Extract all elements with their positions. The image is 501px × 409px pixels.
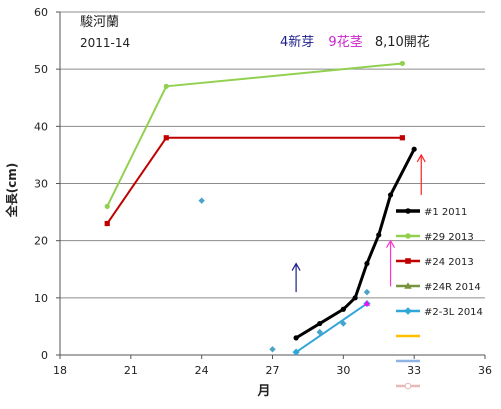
- legend-label-2: #24 2013: [424, 257, 474, 268]
- legend-label-3: #24R 2014: [424, 282, 481, 293]
- x-tick-label-24: 24: [195, 364, 209, 377]
- series-0-point-5: [376, 232, 382, 238]
- y-tick-label-10: 10: [34, 292, 48, 305]
- points-layer: [104, 60, 417, 356]
- y-tick-label-40: 40: [34, 120, 48, 133]
- annotation-new-shoot: 4新芽: [280, 34, 314, 50]
- x-tick-label-18: 18: [53, 364, 67, 377]
- series-1-point-1: [163, 83, 169, 89]
- legend-label-4: #2-3L 2014: [424, 307, 483, 318]
- legend-marker-0: [405, 208, 411, 214]
- event-arrow-head-0: [291, 262, 301, 271]
- series-line-0: [295, 148, 416, 340]
- event-arrow-head-2: [416, 153, 426, 163]
- legend-label-0: #1 2011: [424, 207, 467, 218]
- series-0-point-1: [317, 320, 323, 327]
- annotation-flower-stem: 9花茎: [328, 34, 362, 50]
- x-tick-label-21: 21: [124, 364, 138, 377]
- series-1-point-0: [104, 203, 110, 209]
- x-tick-label-33: 33: [407, 364, 421, 377]
- x-axis-label: 月: [256, 384, 270, 399]
- arrows-layer: [291, 153, 426, 293]
- annotation-text: 4新芽 9花茎 8,10開花: [280, 34, 430, 50]
- y-axis-label: 全長(cm): [4, 163, 19, 219]
- series-2-point-0: [104, 220, 110, 227]
- y-tick-label-50: 50: [34, 63, 48, 76]
- scatter-point-3: [340, 320, 347, 327]
- series-0-point-4: [364, 260, 370, 267]
- y-tick-label-30: 30: [34, 178, 48, 191]
- series-0-point-6: [387, 192, 394, 198]
- chart-title-line-1: 駿河蘭: [80, 14, 119, 30]
- legend-marker-7: [404, 382, 412, 390]
- series-0-point-3: [352, 295, 358, 301]
- y-tick-label-0: 0: [41, 349, 48, 362]
- series-line-4: [295, 302, 368, 353]
- legend-marker-4: [404, 307, 412, 315]
- y-tick-label-20: 20: [34, 235, 48, 248]
- scatter-point-1: [269, 346, 276, 353]
- scatter-point-0: [198, 197, 205, 204]
- series-0-point-2: [340, 306, 346, 312]
- x-tick-label-36: 36: [478, 364, 492, 377]
- annotation-bloom: 8,10開花: [375, 34, 430, 50]
- event-arrow-head-1: [386, 239, 396, 248]
- axes-layer: 0 10 20 30 40 50 60 18 21 24 27 30 33 36: [34, 6, 492, 377]
- x-tick-label-27: 27: [266, 364, 280, 377]
- series-0-point-7: [411, 146, 417, 152]
- y-tick-label-60: 60: [34, 6, 48, 19]
- scatter-point-2: [316, 328, 323, 336]
- legend-marker-3: [404, 282, 412, 289]
- legend-label-1: #29 2013: [424, 232, 474, 243]
- series-2-point-1: [163, 135, 169, 141]
- series-1-point-2: [399, 60, 405, 67]
- series-2-point-2: [399, 135, 405, 141]
- legend-marker-2: [405, 258, 411, 264]
- series-0-point-0: [293, 335, 299, 341]
- grid-layer: [60, 11, 485, 299]
- scatter-point-5: [363, 300, 371, 306]
- x-tick-label-30: 30: [336, 364, 350, 377]
- legend-marker-1: [405, 233, 411, 239]
- series-4-point-0: [292, 348, 300, 356]
- chart-title-line-2: 2011-14: [80, 36, 130, 50]
- scatter-point-4: [363, 288, 371, 296]
- legend-layer: #1 2011 #29 2013 #24 2013 #24R 2014 #2-3L 20…: [396, 207, 483, 390]
